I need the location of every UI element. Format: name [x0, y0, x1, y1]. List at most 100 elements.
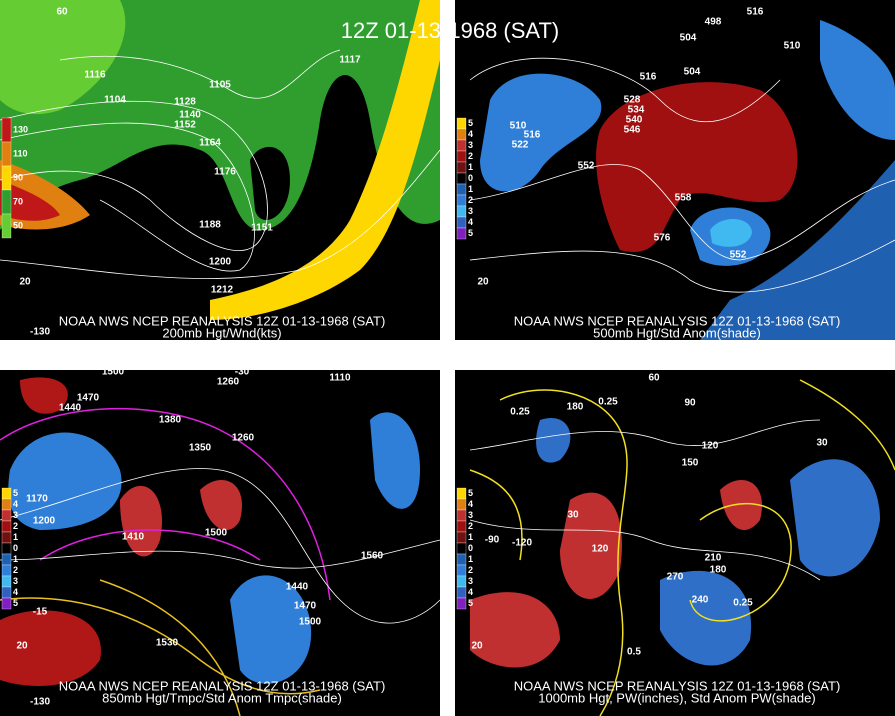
contour-label: 516 [747, 7, 764, 18]
pw-contour [499, 389, 792, 716]
contour-label: 1500 [102, 367, 125, 378]
contour [59, 49, 341, 99]
legend-swatch [456, 564, 467, 577]
contour-label: 60 [56, 7, 68, 18]
contour-label: 1128 [174, 97, 196, 108]
panel-subcaption: 1000mb Hgt, PW(inches), Std Anom PW(shad… [538, 690, 815, 705]
legend-label: 4 [468, 217, 473, 227]
contour-label: 558 [675, 193, 692, 204]
contour-label: 528 [624, 95, 641, 106]
legend-label: 2 [13, 521, 18, 531]
panel-subcaption: 850mb Hgt/Tmpc/Std Anom Tmpc(shade) [102, 690, 342, 705]
contour-label: 20 [477, 277, 489, 288]
title: 12Z 01-13-1968 (SAT) [341, 18, 559, 43]
contour-label: -15 [33, 607, 48, 618]
contour-label: 1560 [361, 551, 384, 562]
anomaly-shade [8, 432, 122, 530]
contour-label: 1410 [122, 532, 145, 543]
jet-core [0, 180, 60, 221]
legend-swatch [1, 189, 12, 215]
legend-swatch [456, 586, 467, 599]
legend-label: 0 [468, 173, 473, 183]
contour-label: -130 [30, 697, 50, 708]
panel-caption: NOAA NWS NCEP REANALYSIS 12Z 01-13-1968 … [514, 313, 841, 328]
legend-swatch [456, 597, 467, 610]
contour-label: 1200 [33, 516, 56, 527]
legend-swatch [456, 553, 467, 566]
legend-label: 1 [468, 554, 473, 564]
contour [469, 519, 821, 581]
contour-label: 20 [16, 641, 28, 652]
contour-label: 504 [684, 67, 701, 78]
contour-label: 552 [578, 161, 595, 172]
legend-swatch [456, 520, 467, 533]
wind-shade [0, 0, 126, 115]
legend-label: 1 [13, 554, 18, 564]
anomaly-shade [700, 160, 895, 340]
legend-swatch [1, 575, 12, 588]
legend-label: 3 [13, 510, 18, 520]
contour-label: 1117 [339, 55, 361, 66]
contour-label: 1440 [286, 582, 309, 593]
contour-label: 552 [730, 250, 747, 261]
contour-label: 1470 [294, 601, 317, 612]
isotherm [0, 579, 321, 716]
contour-label: 1170 [26, 494, 48, 505]
legend-label: 110 [13, 148, 28, 158]
legend-label: 4 [13, 499, 18, 509]
contour-label: 90 [684, 398, 696, 409]
contour-label: 150 [682, 458, 699, 469]
anomaly-shade [370, 412, 420, 509]
contour-label: 498 [705, 17, 722, 28]
legend-label: 3 [468, 576, 473, 586]
contour-label: 504 [680, 33, 697, 44]
legend-label: 4 [468, 587, 473, 597]
legend-swatch [1, 542, 12, 555]
legend-swatch [1, 213, 12, 239]
contour-label: 20 [19, 277, 31, 288]
legend-swatch [456, 227, 467, 240]
legend-label: 5 [468, 598, 473, 608]
contour-label: 510 [510, 121, 527, 132]
legend-swatch [456, 150, 467, 163]
panel-caption: NOAA NWS NCEP REANALYSIS 12Z 01-13-1968 … [514, 678, 841, 693]
contour-label: 534 [628, 105, 645, 116]
contour-label: 522 [512, 140, 529, 151]
legend-label: 3 [468, 510, 473, 520]
contour-label: 60 [648, 373, 660, 384]
legend-swatch [1, 117, 12, 143]
contour-label: -120 [512, 538, 532, 549]
legend-label: 2 [13, 565, 18, 575]
isotherm [0, 407, 331, 601]
legend-label: 90 [13, 172, 23, 182]
contour-label: 180 [567, 402, 584, 413]
legend-swatch [1, 553, 12, 566]
contour-label: 0.25 [510, 407, 530, 418]
contour-label: 540 [626, 115, 643, 126]
legend-label: 2 [468, 151, 473, 161]
contour-label: 1260 [232, 433, 255, 444]
contour-label: 516 [524, 130, 541, 141]
contour-label: 1104 [104, 95, 126, 106]
contour [0, 468, 441, 624]
legend-swatch [456, 487, 467, 500]
legend-swatch [1, 509, 12, 522]
contour [0, 122, 255, 272]
contour-label: 1164 [199, 138, 221, 149]
contour [469, 419, 821, 451]
legend-label: 70 [13, 196, 23, 206]
contour [0, 100, 268, 251]
legend-label: 2 [468, 565, 473, 575]
legend-label: 5 [468, 488, 473, 498]
legend-swatch [1, 165, 12, 191]
legend-swatch [456, 509, 467, 522]
contour-label: 1176 [214, 167, 236, 178]
legend-label: 1 [468, 162, 473, 172]
contour-label: 1110 [329, 373, 351, 384]
